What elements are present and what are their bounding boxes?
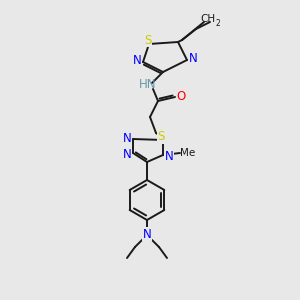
Text: S: S: [157, 130, 165, 143]
Text: Me: Me: [180, 148, 196, 158]
Text: N: N: [142, 227, 152, 241]
Text: N: N: [189, 52, 197, 65]
Text: CH: CH: [200, 14, 216, 24]
Text: O: O: [176, 89, 186, 103]
Text: N: N: [123, 131, 131, 145]
Text: N: N: [123, 148, 131, 160]
Text: 2: 2: [216, 19, 220, 28]
Text: S: S: [144, 34, 152, 46]
Text: N: N: [133, 55, 141, 68]
Text: N: N: [165, 149, 173, 163]
Text: HN: HN: [139, 79, 157, 92]
